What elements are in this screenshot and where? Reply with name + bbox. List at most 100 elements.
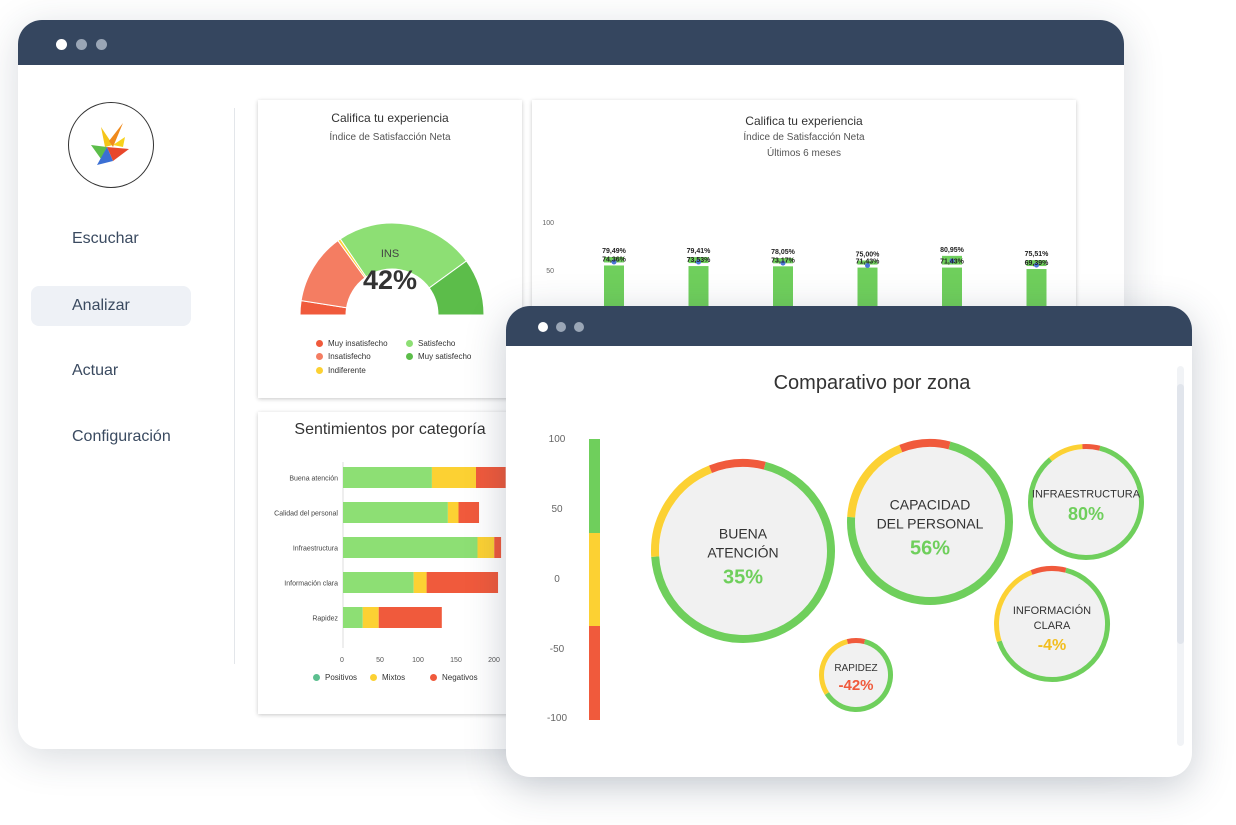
- bubble-fill: [855, 447, 1005, 597]
- sentiment-bar-segment: [343, 467, 432, 488]
- sidebar-item-analizar[interactable]: Analizar: [31, 286, 191, 326]
- scale-label: 50: [551, 504, 563, 515]
- scale-label: 0: [554, 574, 560, 585]
- window-dot-close[interactable]: [538, 322, 548, 332]
- bubble-ring-arc: [994, 570, 1033, 642]
- scale-label: -50: [549, 644, 565, 655]
- sentiment-bar-segment: [426, 572, 499, 593]
- trend-label-upper: 78,05%: [771, 249, 796, 256]
- sentiment-x-tick-label: 50: [376, 657, 384, 664]
- legend-dot-icon: [316, 353, 323, 360]
- bubble-ring-arc: [846, 638, 866, 645]
- bubble-value: 35%: [723, 566, 763, 588]
- sentiment-bar-segment: [494, 537, 502, 558]
- bubble-label-line2: ATENCIÓN: [707, 544, 778, 560]
- trend-label-lower: 73,17%: [771, 257, 796, 264]
- sentiment-card: Sentimientos por categoría Buena atenció…: [258, 412, 522, 714]
- trend-point: [696, 259, 701, 265]
- bubble-ring-arc: [824, 639, 893, 712]
- gauge-legend-item: Satisfecho: [406, 339, 455, 348]
- sentiment-bar-segment: [477, 537, 495, 558]
- trend-label-upper: 75,51%: [1025, 251, 1050, 258]
- legend-dot-icon: [316, 367, 323, 374]
- sidebar-item-escuchar[interactable]: Escuchar: [72, 230, 139, 247]
- window-dot-close[interactable]: [56, 39, 67, 50]
- bubble-ring-arc: [819, 639, 849, 695]
- bubble-label-line2: CLARA: [1034, 620, 1071, 632]
- sentiment-category-label: Rapidez: [312, 616, 338, 623]
- scrollbar-track[interactable]: [1177, 366, 1184, 746]
- sentiment-x-tick-label: 0: [340, 657, 344, 664]
- window-dot-maximize[interactable]: [96, 39, 107, 50]
- sentiment-bar-segment: [447, 502, 459, 523]
- bubble-value: 56%: [910, 537, 950, 559]
- sentiment-bar-segment: [413, 572, 427, 593]
- trend-label-lower: 74,36%: [602, 256, 627, 263]
- sentiment-category-label: Buena atención: [289, 476, 338, 483]
- bubble-value: -42%: [838, 677, 873, 694]
- scale-bar-neutral: [589, 533, 600, 626]
- gauge-legend-item: Muy insatisfecho: [316, 339, 388, 348]
- gauge-legend-item: Muy satisfecho: [406, 352, 471, 361]
- sentiment-bar-segment: [343, 537, 478, 558]
- window-titlebar: [506, 306, 1192, 346]
- bubble-label-line1: CAPACIDAD: [890, 496, 971, 512]
- sentiment-x-tick-label: 150: [450, 657, 462, 664]
- trend-y-tick-label: 100: [542, 220, 554, 227]
- trend-label-lower: 73,53%: [687, 257, 712, 264]
- sentiment-bar-segment: [362, 607, 379, 628]
- sentiment-bar-segment: [378, 607, 442, 628]
- sidebar-divider: [234, 108, 235, 664]
- bubble-ring-arc: [1082, 444, 1101, 451]
- bubble-ring-arc: [1048, 444, 1083, 462]
- scale-label: -100: [546, 713, 567, 724]
- gauge-segment: [428, 260, 485, 316]
- sentiment-legend-item: Mixtos: [370, 673, 405, 682]
- sentiment-category-label: Calidad del personal: [274, 511, 338, 518]
- gauge-segment: [339, 222, 468, 289]
- gauge-legend-item: Insatisfecho: [316, 352, 371, 361]
- trend-point: [949, 258, 955, 264]
- bubble-value: -4%: [1038, 637, 1066, 654]
- trend-point: [780, 260, 786, 266]
- sidebar-item-configuracion[interactable]: Configuración: [72, 428, 171, 445]
- legend-dot-icon: [430, 674, 437, 681]
- bubble-ring-arc: [847, 444, 903, 518]
- sentiment-bar-segment: [343, 607, 363, 628]
- trend-bar-lower: [688, 266, 709, 319]
- trend-card: Califica tu experiencia Índice de Satisf…: [532, 100, 1076, 340]
- scale-bar-positive: [589, 439, 600, 533]
- bubble-ring-arc: [847, 441, 1013, 605]
- sentiment-chart: Buena atención Calidad del personal Infrae…: [274, 462, 506, 664]
- bubble-label-line1: INFRAESTRUCTURA: [1032, 489, 1141, 501]
- trend-point: [865, 263, 870, 268]
- window-dot-minimize[interactable]: [556, 322, 566, 332]
- hummingbird-logo-icon[interactable]: [68, 102, 154, 188]
- trend-y-tick-label: 50: [546, 268, 554, 275]
- scrollbar-thumb[interactable]: [1177, 384, 1184, 644]
- bubble-ring-arc: [1030, 566, 1067, 575]
- zone-card-title: Comparativo por zona: [773, 372, 971, 394]
- window-dot-maximize[interactable]: [574, 322, 584, 332]
- gauge-legend-item: Indiferente: [316, 366, 366, 375]
- trend-point: [611, 259, 617, 265]
- trend-label-upper: 79,49%: [602, 248, 627, 255]
- bubble-fill: [824, 643, 888, 707]
- sentiment-bar-segment: [343, 572, 414, 593]
- bubble-ring-arc: [899, 439, 951, 453]
- scale-label: 100: [548, 434, 566, 445]
- trend-bar-upper: [857, 260, 878, 265]
- trend-label-lower: 71,43%: [856, 259, 881, 266]
- legend-dot-icon: [406, 353, 413, 360]
- trend-bar-lower: [773, 266, 793, 319]
- trend-card-subtitle: Índice de Satisfacción Neta: [743, 132, 865, 143]
- bubble-value: 80%: [1068, 504, 1104, 524]
- sidebar-item-actuar[interactable]: Actuar: [72, 362, 119, 379]
- bubble-label-line1: RAPIDEZ: [834, 663, 877, 674]
- window-dot-minimize[interactable]: [76, 39, 87, 50]
- sentiment-x-tick-label: 100: [412, 657, 424, 664]
- trend-point: [1034, 262, 1039, 268]
- sentiment-category-label: Infraestructura: [293, 546, 338, 553]
- legend-dot-icon: [313, 674, 320, 681]
- sentiment-bar-segment: [476, 467, 506, 488]
